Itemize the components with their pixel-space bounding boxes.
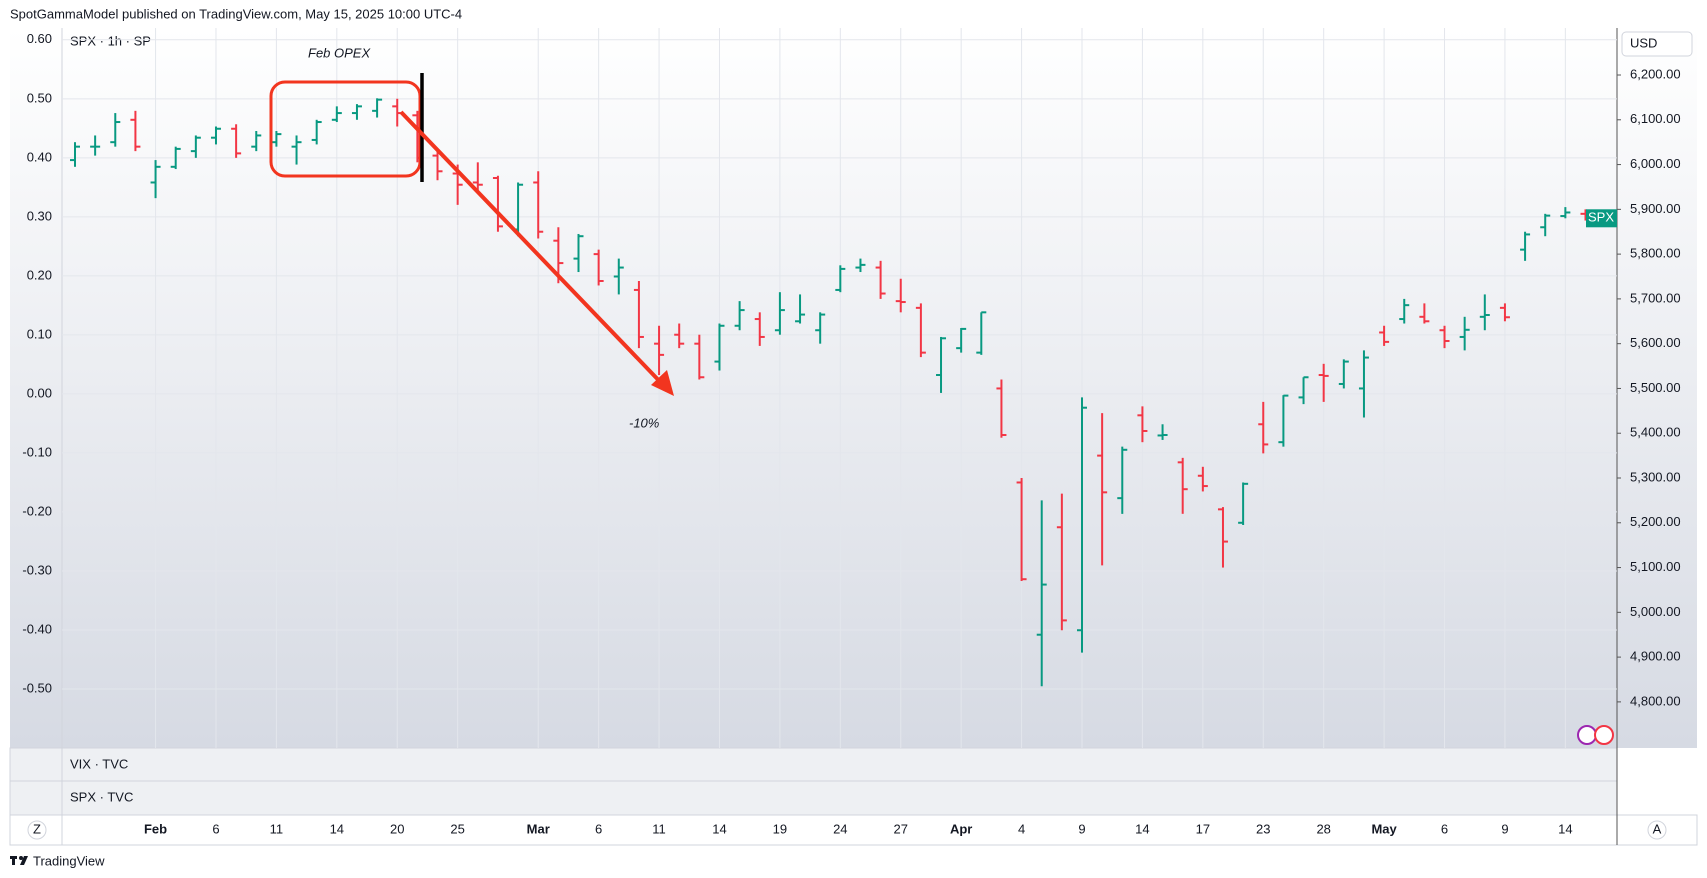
x-tick-label: 20 — [390, 821, 404, 836]
y-tick-label: 0.30 — [27, 208, 52, 223]
x-tick-label: 14 — [712, 821, 726, 836]
currency: USD — [1630, 35, 1657, 50]
x-tick-label: 17 — [1196, 821, 1210, 836]
y2-tick-label: 5,100.00 — [1630, 559, 1681, 574]
button-label: Z — [33, 821, 41, 836]
x-tick-label: 11 — [652, 821, 666, 836]
currency-box[interactable] — [1621, 31, 1693, 57]
symbol: SPX · 1h · SP — [70, 33, 151, 48]
x-tick-label: 4 — [1018, 821, 1025, 836]
x-tick-label: 9 — [1501, 821, 1508, 836]
y2-tick-label: 4,900.00 — [1630, 649, 1681, 664]
x-tick-label: 6 — [212, 821, 219, 836]
pane-label: SPX · TVC — [70, 789, 133, 804]
spx-pane — [9, 780, 1618, 816]
date-axis — [9, 814, 1698, 846]
arrow — [399, 110, 670, 392]
x-tick-label: 25 — [450, 821, 464, 836]
y2-tick-label: 5,000.00 — [1630, 604, 1681, 619]
x-tick-label: Apr — [950, 821, 972, 836]
x-tick-label: 14 — [1135, 821, 1149, 836]
x-tick-label: 9 — [1078, 821, 1085, 836]
x-tick-label: 19 — [773, 821, 787, 836]
x-tick-label: 24 — [833, 821, 847, 836]
y-tick-label: -0.50 — [22, 680, 52, 695]
y-tick-label: 0.20 — [27, 267, 52, 282]
plot-background — [10, 28, 1697, 748]
x-tick-label: Feb — [144, 821, 167, 836]
y-tick-label: 0.60 — [27, 31, 52, 46]
y2-tick-label: 5,700.00 — [1630, 290, 1681, 305]
x-tick-label: 11 — [270, 821, 284, 836]
y-tick-label: 0.00 — [27, 385, 52, 400]
y-tick-label: 0.40 — [27, 149, 52, 164]
y-tick-label: -0.20 — [22, 503, 52, 518]
x-tick-label: 14 — [330, 821, 344, 836]
logo — [10, 856, 28, 865]
y2-tick-label: 6,000.00 — [1630, 156, 1681, 171]
y2-tick-label: 5,400.00 — [1630, 425, 1681, 440]
price-tag — [1586, 209, 1617, 228]
footer: TradingView — [33, 853, 105, 868]
zoom-button[interactable] — [27, 820, 47, 840]
y2-tick-label: 5,800.00 — [1630, 246, 1681, 261]
x-tick-label: 6 — [595, 821, 602, 836]
y-tick-label: -0.10 — [22, 444, 52, 459]
y-tick-label: -0.30 — [22, 562, 52, 577]
y-tick-label: 0.50 — [27, 90, 52, 105]
y2-tick-label: 5,900.00 — [1630, 201, 1681, 216]
price-tag-label: SPX — [1588, 210, 1614, 225]
x-tick-label: 14 — [1558, 821, 1572, 836]
y2-tick-label: 4,800.00 — [1630, 693, 1681, 708]
annotation: -10% — [629, 415, 659, 430]
auto-button[interactable] — [1647, 820, 1667, 840]
y2-tick-label: 6,100.00 — [1630, 111, 1681, 126]
flags — [1577, 725, 1614, 745]
arrow-head — [651, 370, 674, 396]
header: SpotGammaModel published on TradingView.… — [10, 6, 462, 21]
vix-pane — [9, 747, 1618, 782]
pane-label: VIX · TVC — [70, 756, 128, 771]
x-tick-label: May — [1371, 821, 1397, 836]
price-bars — [70, 98, 1591, 687]
y2-tick-label: 5,300.00 — [1630, 469, 1681, 484]
y-tick-label: 0.10 — [27, 326, 52, 341]
y2-tick-label: 6,200.00 — [1630, 66, 1681, 81]
annotation: Feb OPEX — [308, 45, 371, 60]
x-tick-label: 27 — [894, 821, 908, 836]
y-tick-label: -0.40 — [22, 621, 52, 636]
button-label: A — [1653, 821, 1662, 836]
y2-tick-label: 5,200.00 — [1630, 514, 1681, 529]
y2-tick-label: 5,500.00 — [1630, 380, 1681, 395]
x-tick-label: 23 — [1256, 821, 1270, 836]
x-tick-label: 28 — [1316, 821, 1330, 836]
x-tick-label: 6 — [1441, 821, 1448, 836]
x-tick-label: Mar — [527, 821, 550, 836]
y2-tick-label: 5,600.00 — [1630, 335, 1681, 350]
